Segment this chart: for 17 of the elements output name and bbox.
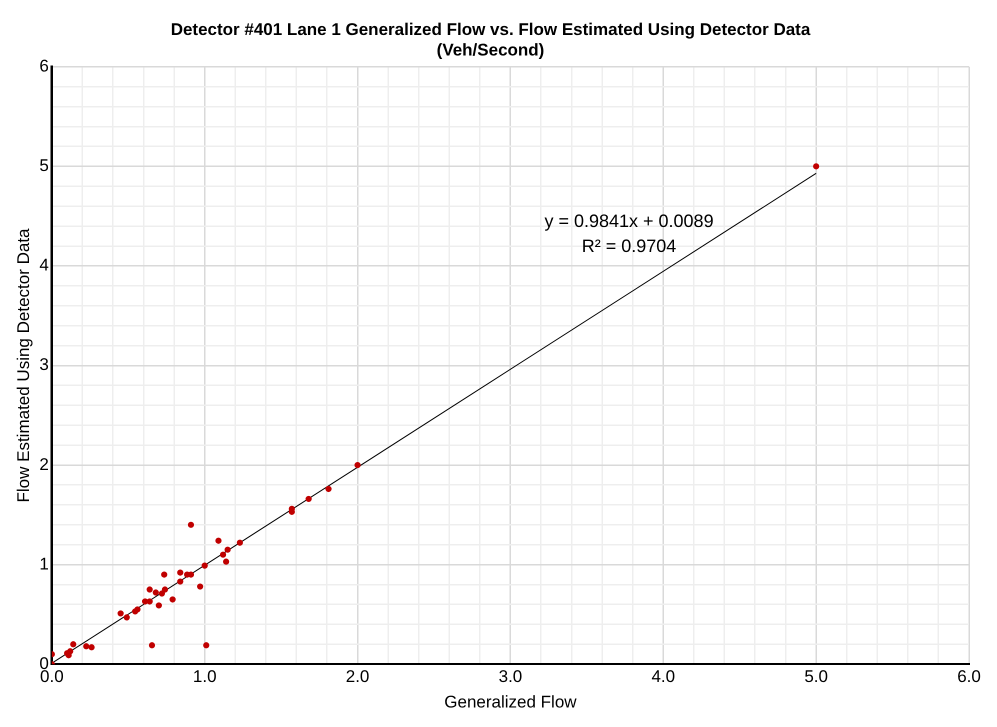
x-axis-title: Generalized Flow <box>444 692 578 712</box>
annotation: y = 0.9841x + 0.0089 <box>544 210 714 231</box>
x-tick-label: 1.0 <box>192 667 217 686</box>
annotation: R² = 0.9704 <box>582 236 676 256</box>
x-tick-label: 2.0 <box>346 667 370 686</box>
chart-title: Detector #401 Lane 1 Generalized Flow vs. Flow Estimated Using Detector Data (Veh/Second) <box>170 20 811 60</box>
y-tick-label: 5 <box>39 156 49 176</box>
x-tick-label: 4.0 <box>651 667 676 686</box>
x-tick-label: 3.0 <box>498 667 522 686</box>
y-axis-title: Flow Estimated Using Detector Data <box>14 228 33 502</box>
x-tick-label: 6.0 <box>957 667 981 686</box>
x-tick-label: 5.0 <box>804 667 828 686</box>
y-tick-label: 6 <box>39 56 49 76</box>
y-tick-label: 4 <box>39 256 49 275</box>
y-tick-label: 2 <box>39 454 49 474</box>
y-tick-label: 3 <box>39 355 49 374</box>
y-tick-label: 1 <box>39 554 49 574</box>
